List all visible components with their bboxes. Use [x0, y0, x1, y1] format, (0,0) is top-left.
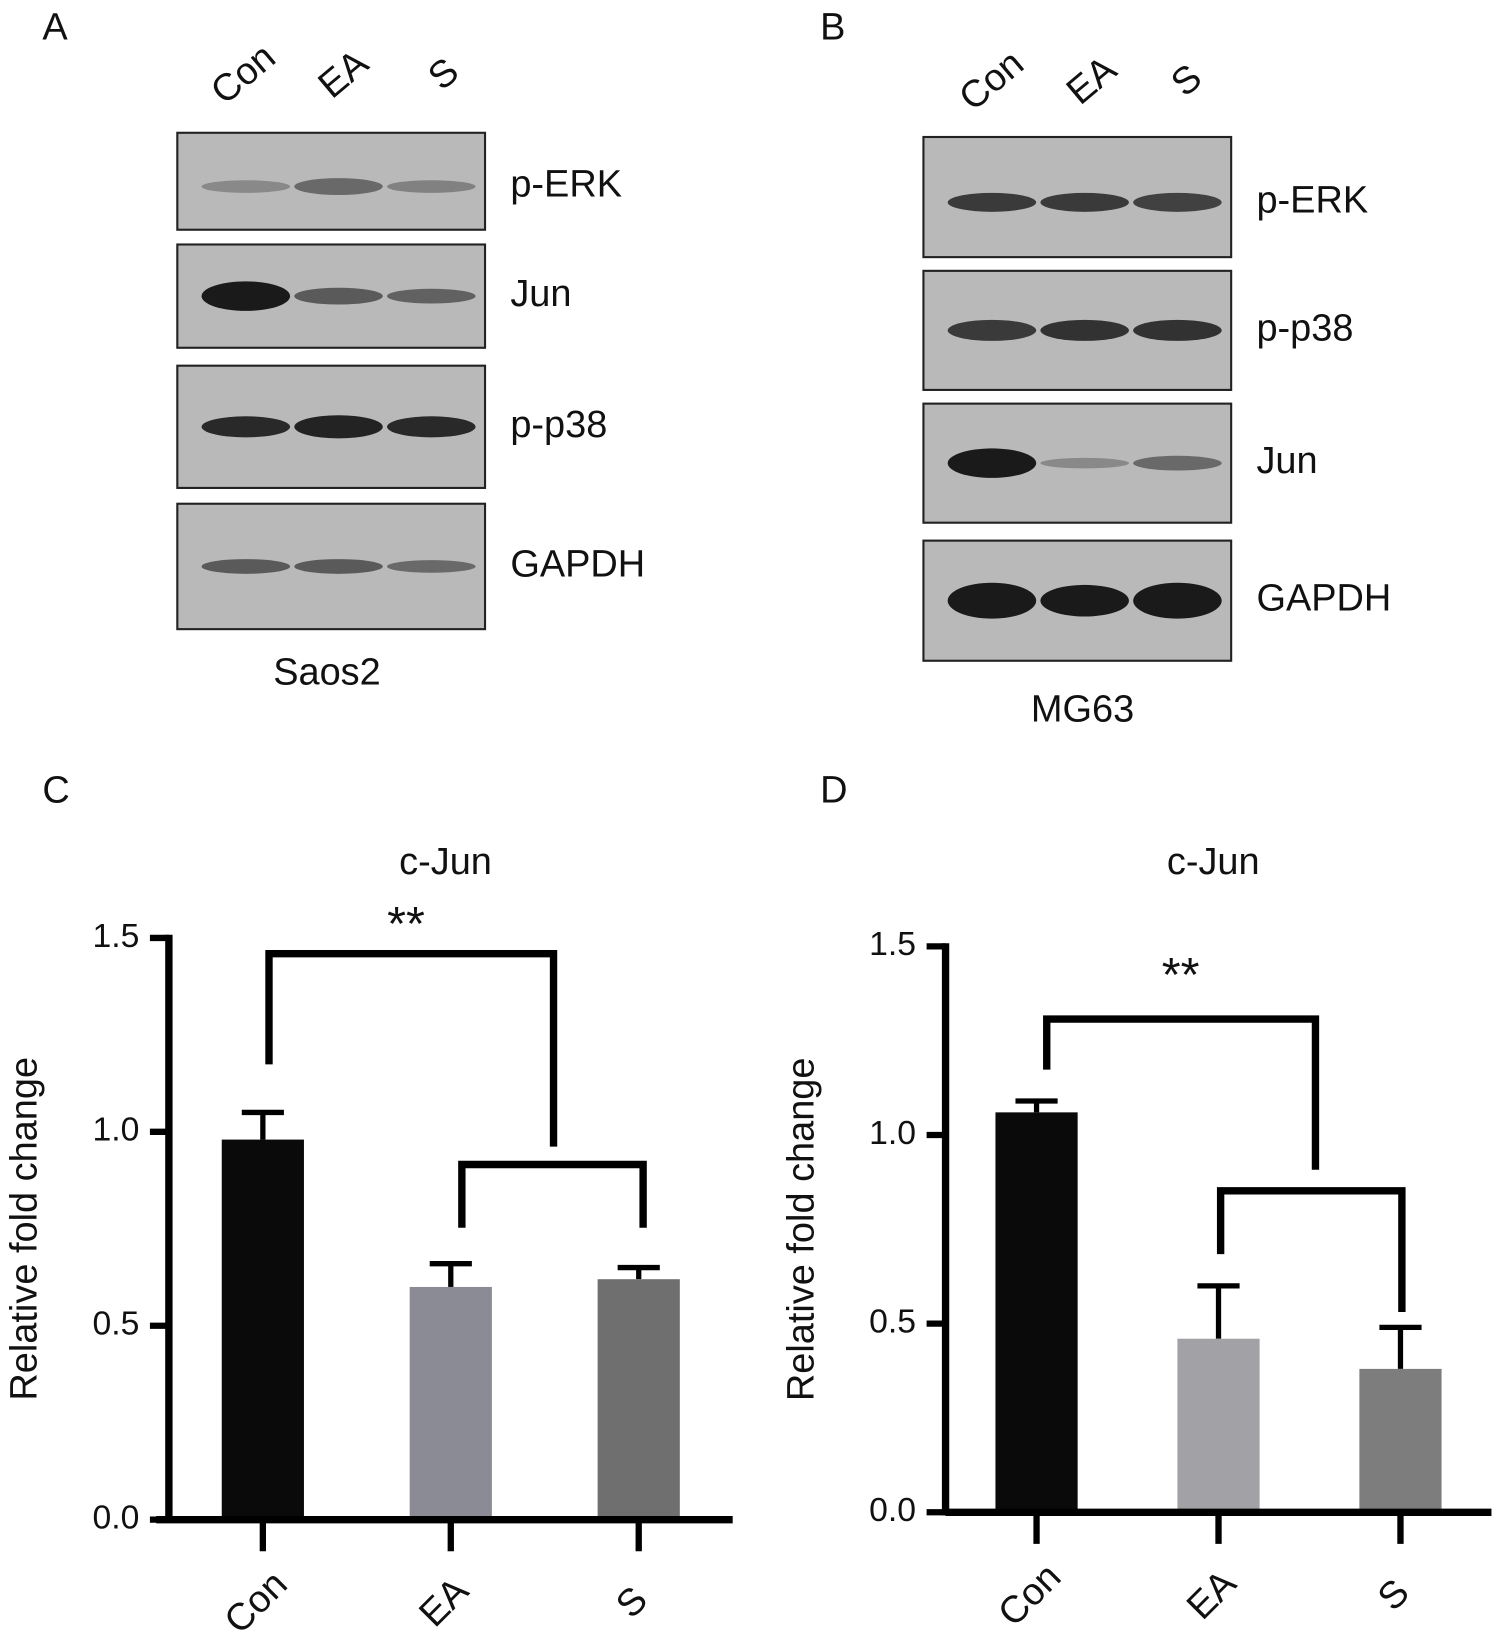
band	[294, 415, 383, 439]
band	[201, 180, 291, 193]
bar	[221, 1139, 304, 1520]
band	[201, 559, 291, 574]
band	[387, 416, 476, 438]
band	[294, 559, 383, 574]
bar	[995, 1112, 1078, 1513]
x-tick-label: EA	[1179, 1562, 1245, 1628]
y-tick-label: 0.0	[869, 1491, 916, 1529]
y-tick-label: 1.0	[93, 1111, 140, 1149]
lane-label: Con	[952, 42, 1032, 119]
band	[1040, 584, 1129, 617]
band	[1040, 319, 1129, 341]
x-tick-label: EA	[411, 1569, 477, 1635]
band	[201, 416, 291, 438]
cell-line: MG63	[1031, 688, 1134, 730]
lane-label: S	[1163, 56, 1209, 104]
band	[947, 582, 1037, 619]
band	[387, 560, 476, 573]
y-tick-label: 0.0	[93, 1499, 140, 1537]
band	[1040, 457, 1129, 469]
chart-title: c-Jun	[1167, 841, 1260, 883]
lane-label: S	[421, 50, 467, 98]
lane-label: EA	[311, 42, 377, 107]
y-tick-label: 1.0	[869, 1114, 916, 1152]
row-label: p-p38	[510, 404, 607, 446]
panel-label: B	[820, 7, 845, 49]
band	[1133, 192, 1222, 212]
row-label: Jun	[1256, 440, 1317, 482]
row-label: p-ERK	[510, 164, 622, 206]
panel-label: D	[820, 770, 847, 812]
panel-label: C	[42, 770, 69, 812]
bar	[409, 1286, 492, 1520]
x-tick-label: Con	[217, 1563, 296, 1642]
y-tick-label: 0.5	[869, 1303, 916, 1341]
band	[1133, 582, 1222, 619]
row-label: Jun	[510, 273, 571, 315]
annotation: **	[387, 897, 425, 951]
bracket	[265, 950, 558, 1147]
y-tick-label: 1.5	[869, 925, 916, 963]
bracket	[1043, 1015, 1320, 1170]
band	[387, 180, 476, 193]
band	[947, 192, 1037, 212]
bracket	[458, 1160, 647, 1228]
band	[294, 287, 383, 305]
x-tick-label: S	[1370, 1571, 1418, 1619]
panel-label: A	[42, 7, 68, 49]
row-label: p-ERK	[1256, 179, 1368, 221]
x-tick-label: S	[608, 1579, 656, 1627]
band	[947, 448, 1037, 478]
lane-label: EA	[1059, 48, 1125, 113]
y-tick-label: 1.5	[93, 917, 140, 955]
annotation: **	[1162, 948, 1200, 1002]
bar	[1177, 1338, 1260, 1513]
bracket	[1216, 1187, 1406, 1313]
row-label: GAPDH	[1256, 578, 1391, 620]
band	[947, 319, 1037, 341]
band	[1133, 319, 1222, 341]
y-axis-label: Relative fold change	[4, 1057, 46, 1401]
cell-line: Saos2	[273, 651, 381, 693]
bar	[597, 1279, 680, 1520]
row-label: GAPDH	[510, 543, 645, 585]
lane-label: Con	[203, 36, 283, 113]
x-tick-label: Con	[990, 1556, 1069, 1635]
band	[1040, 192, 1129, 212]
y-tick-label: 0.5	[93, 1305, 140, 1343]
row-label: p-p38	[1256, 307, 1353, 349]
band	[294, 178, 383, 195]
band	[387, 288, 476, 304]
band	[1133, 455, 1222, 471]
bar	[1359, 1368, 1442, 1513]
y-axis-label: Relative fold change	[780, 1057, 822, 1401]
band	[201, 281, 291, 311]
chart-title: c-Jun	[399, 841, 492, 883]
